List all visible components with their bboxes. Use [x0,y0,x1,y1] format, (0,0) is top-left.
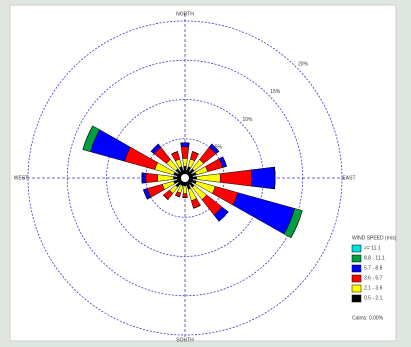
rose-segment [180,146,190,159]
calms: Calms: 0.00% [352,315,384,321]
rose-segment [192,151,199,155]
ring [27,20,343,336]
rose-segment [211,143,220,152]
rose-segment [182,158,188,167]
ring-label: 5% [215,145,223,151]
rose-segment [182,185,188,194]
direction-label: NORTH [176,11,194,17]
legend-swatch [351,294,362,303]
direction-label: EAST [342,175,355,181]
direction-label: SOUTH [176,337,194,343]
legend-swatch [351,274,362,283]
ring-label: 20% [298,61,309,67]
legend-label: 8.8 - 11.1 [364,255,385,261]
rose-segment [150,143,159,152]
direction-label: WEST [14,175,28,181]
legend-swatch [351,264,362,273]
legend-label: >= 11.1 [364,245,381,251]
legend-label: 0.5 - 2.1 [364,295,383,301]
legend-label: 2.1 - 3.6 [364,285,383,291]
center-hole [181,174,189,182]
ring [66,59,304,297]
legend-swatch [351,284,362,293]
rose-segment [141,172,147,184]
ring-label: 10% [243,117,254,123]
rose-segment [218,211,229,222]
legend-title: WIND SPEED (m/s) [352,235,397,241]
legend-label: 3.6 - 5.7 [364,275,383,281]
legend-swatch [351,254,362,263]
legend-swatch [351,244,362,253]
rose-segment [250,166,276,190]
rose-segment [180,142,190,148]
rose-segment [182,193,188,198]
rose-segment [145,172,159,184]
legend-label: 5.7 - 8.8 [364,265,383,271]
ring-label: 15% [270,89,281,95]
